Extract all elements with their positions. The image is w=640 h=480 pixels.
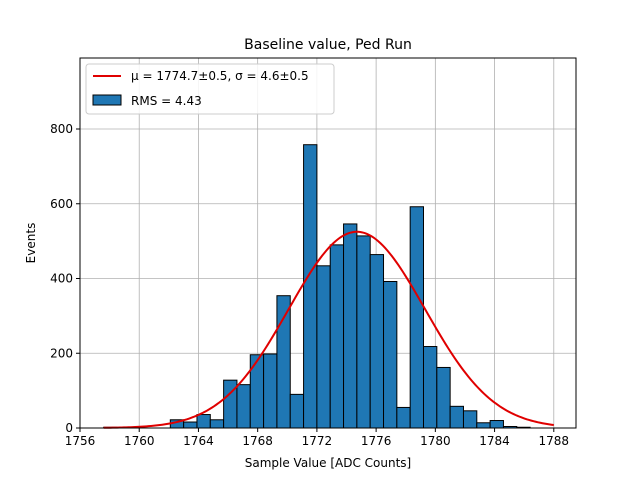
histogram-bar bbox=[369, 254, 385, 429]
x-tick-label: 1772 bbox=[302, 434, 333, 448]
histogram-bar bbox=[263, 353, 278, 429]
histogram-bar bbox=[183, 421, 198, 429]
histogram-bar bbox=[276, 295, 291, 429]
y-tick-label: 0 bbox=[65, 421, 73, 435]
y-tick-label: 200 bbox=[50, 346, 73, 360]
histogram-bar bbox=[303, 144, 318, 429]
histogram-bar bbox=[196, 414, 211, 429]
legend-label-fit: μ = 1774.7±0.5, σ = 4.6±0.5 bbox=[131, 69, 309, 83]
x-axis-label: Sample Value [ADC Counts] bbox=[245, 456, 411, 470]
gaussian-fit-line bbox=[103, 230, 554, 429]
fit-curve-group bbox=[103, 230, 554, 429]
histogram-bar bbox=[249, 354, 265, 429]
legend: μ = 1774.7±0.5, σ = 4.6±0.5 RMS = 4.43 bbox=[85, 63, 335, 115]
histogram-bar bbox=[383, 280, 398, 429]
x-tick-label: 1784 bbox=[479, 434, 510, 448]
histogram-bar bbox=[422, 346, 438, 429]
x-axis-ticks: 1756 1760 1764 1768 1772 1776 1780 1784 1788 bbox=[65, 428, 569, 448]
y-axis-ticks: 0 200 400 600 800 bbox=[50, 122, 80, 435]
x-tick-label: 1780 bbox=[420, 434, 451, 448]
x-tick-label: 1760 bbox=[124, 434, 155, 448]
x-tick-label: 1764 bbox=[183, 434, 214, 448]
chart-title: Baseline value, Ped Run bbox=[244, 37, 412, 53]
histogram-bar bbox=[356, 235, 371, 429]
y-tick-label: 800 bbox=[50, 122, 73, 136]
y-tick-label: 600 bbox=[50, 197, 73, 211]
histogram-bar bbox=[396, 406, 411, 429]
histogram-bar bbox=[476, 422, 491, 429]
histogram-bar bbox=[343, 223, 358, 429]
histogram-bar bbox=[209, 419, 225, 429]
histogram-bar bbox=[316, 265, 331, 429]
histogram-bar bbox=[289, 393, 305, 429]
y-tick-label: 400 bbox=[50, 272, 73, 286]
histogram-bar bbox=[436, 366, 451, 429]
x-tick-label: 1756 bbox=[65, 434, 96, 448]
x-tick-label: 1788 bbox=[539, 434, 570, 448]
legend-label-rms: RMS = 4.43 bbox=[131, 94, 202, 108]
y-axis-label: Events bbox=[24, 223, 38, 264]
legend-box bbox=[85, 63, 335, 115]
plot-frame bbox=[79, 57, 577, 429]
histogram-bar bbox=[236, 384, 251, 429]
x-tick-label: 1768 bbox=[242, 434, 273, 448]
histogram-bar bbox=[449, 405, 464, 429]
x-tick-label: 1776 bbox=[361, 434, 392, 448]
histogram-bar bbox=[489, 420, 504, 429]
histogram-bar bbox=[329, 244, 345, 429]
histogram-bar bbox=[462, 410, 478, 429]
legend-patch-swatch bbox=[92, 94, 122, 106]
histogram-bar bbox=[409, 206, 424, 429]
